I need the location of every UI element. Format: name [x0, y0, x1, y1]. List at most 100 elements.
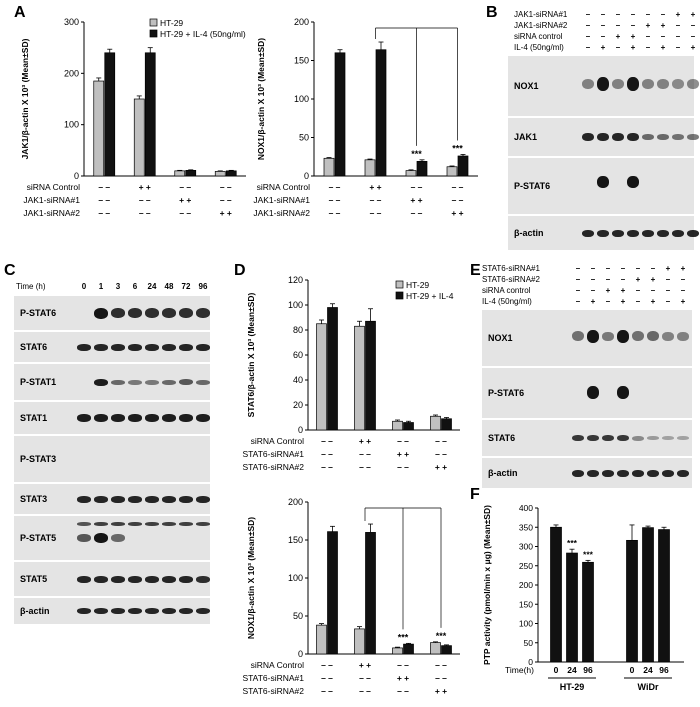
condition-row: siRNA control – – + + – – – –	[508, 32, 695, 42]
protein-label: P-STAT6	[514, 181, 551, 191]
blot-band	[612, 133, 624, 141]
condition-mark: – –	[359, 673, 371, 683]
bar	[441, 418, 452, 431]
bar	[642, 527, 654, 663]
blot-band	[162, 608, 176, 614]
blot-band	[687, 229, 699, 237]
condition-mark: – –	[411, 182, 423, 192]
significance-marker: ***	[411, 149, 422, 159]
condition-mark: –	[675, 32, 681, 41]
bar	[174, 170, 186, 177]
condition-mark: – –	[98, 182, 110, 192]
blot-band	[128, 308, 142, 318]
bar	[365, 532, 376, 655]
bar	[416, 161, 428, 177]
blot-band	[657, 134, 669, 140]
bar	[582, 561, 594, 663]
y-tick-label: 50	[293, 611, 303, 621]
blot-band	[128, 522, 142, 526]
blot-band	[687, 79, 699, 89]
bar	[430, 415, 441, 431]
condition-mark: + +	[369, 182, 381, 192]
legend-label: HT-29	[160, 18, 183, 28]
significance-marker: ***	[567, 538, 578, 548]
bar	[214, 171, 226, 177]
blot-strip: β-actin	[482, 458, 692, 488]
condition-mark: –	[635, 297, 641, 306]
condition-mark: –	[645, 43, 651, 52]
treatment-conditions: STAT6-siRNA#1– – – – – – + + STAT6-siRNA#2– – – – + +…	[482, 264, 692, 308]
condition-mark: – –	[179, 208, 191, 218]
blot-band	[179, 414, 193, 422]
condition-mark: –	[600, 21, 606, 30]
blot-band	[642, 79, 654, 89]
condition-label: siRNA control	[482, 286, 531, 295]
blot-band	[617, 435, 629, 441]
blot-strip: P-STAT5	[14, 516, 210, 560]
blot-band	[179, 379, 193, 385]
condition-mark: – –	[329, 182, 341, 192]
blot-band	[196, 308, 210, 318]
blot-band	[128, 343, 142, 351]
bar	[446, 166, 458, 177]
bar	[403, 643, 414, 655]
blot-band	[162, 522, 176, 526]
treatment-conditions: JAK1-siRNA#1– – – – – – + + JAK1-siRNA#2– – – – + + – –…	[508, 10, 695, 54]
condition-mark: –	[650, 264, 656, 273]
blot-band	[632, 331, 644, 341]
time-point: 0	[81, 282, 87, 291]
chart-jak1-svg: 0 100 200 300 JAK1/β-actin X 10³ (Mean±SD) HT…	[20, 17, 246, 218]
blot-band	[196, 343, 210, 351]
condition-mark: +	[660, 21, 666, 30]
condition-mark: – –	[329, 208, 341, 218]
bar	[626, 539, 638, 663]
condition-mark: –	[605, 275, 611, 284]
y-tick-label: 200	[519, 580, 533, 590]
bar	[392, 420, 403, 431]
y-tick-label: 100	[288, 300, 303, 310]
western-blot-stat6-knockdown: STAT6-siRNA#1– – – – – – + + STAT6-siRNA#2– – – – + +…	[482, 264, 692, 488]
chart-stat6-svg: 0 20 40 60 80 100 120 STAT6/β-actin X 10³ (Mean…	[242, 275, 460, 472]
blot-band	[196, 414, 210, 422]
condition-mark: –	[620, 264, 626, 273]
blot-band	[627, 133, 639, 141]
blot-band	[627, 77, 639, 91]
blot-band	[111, 343, 125, 351]
condition-mark: –	[645, 10, 651, 19]
protein-label: NOX1	[514, 81, 539, 91]
blot-band	[657, 79, 669, 89]
time-point: 6	[132, 282, 138, 291]
blot-band	[587, 435, 599, 441]
condition-label: STAT6-siRNA#2	[482, 275, 540, 284]
legend-swatch	[395, 280, 404, 289]
condition-mark: –	[585, 43, 591, 52]
condition-mark: – –	[98, 208, 110, 218]
condition-mark: – –	[370, 208, 382, 218]
blot-band	[587, 385, 599, 399]
blot-band	[657, 229, 669, 237]
condition-label: JAK1-siRNA#1	[253, 195, 310, 205]
bar	[375, 49, 387, 177]
blot-band	[677, 469, 689, 477]
condition-mark: –	[645, 32, 651, 41]
y-tick-label: 300	[64, 17, 79, 27]
y-tick-label: 0	[528, 657, 533, 667]
condition-label: IL-4 (50ng/ml)	[482, 297, 532, 306]
bar	[566, 552, 578, 663]
y-tick-label: 350	[519, 522, 533, 532]
y-tick-label: 0	[74, 171, 79, 181]
blot-band	[128, 495, 142, 503]
condition-mark: – –	[321, 673, 333, 683]
x-tick-label: 24	[567, 665, 577, 675]
y-tick-label: 0	[298, 649, 303, 659]
chart-jak1-expression: 0 100 200 300 JAK1/β-actin X 10³ (Mean±SD) HT…	[14, 12, 254, 252]
blot-band	[94, 378, 108, 386]
blot-band	[94, 307, 108, 319]
y-tick-label: 60	[293, 350, 303, 360]
group-label: WiDr	[638, 682, 659, 692]
condition-mark: – –	[435, 660, 447, 670]
x-tick-label: 96	[583, 665, 593, 675]
blot-band	[196, 495, 210, 503]
blot-band	[582, 79, 594, 89]
condition-mark: –	[585, 21, 591, 30]
